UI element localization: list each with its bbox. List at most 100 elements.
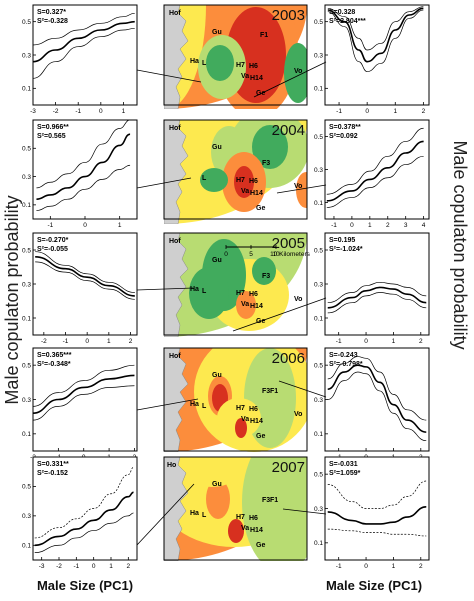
connector-line (253, 61, 327, 98)
maps-column: 2003HofGuF1H7H6VaH14GeVoHaL2004HofGuF3LH… (163, 4, 311, 561)
site-label: Gu (212, 372, 222, 379)
linear-selection-stat: S=0.328 (329, 9, 355, 16)
density-contour (235, 418, 247, 438)
site-label: Gu (212, 144, 222, 151)
x-tick-label: 0 (364, 338, 368, 345)
year-label: 2005 (272, 235, 305, 252)
x-tick-label: 0 (85, 338, 89, 345)
density-contour (217, 398, 261, 438)
map-frame (163, 347, 308, 452)
year-label: 2003 (272, 7, 305, 24)
site-label: Ge (256, 433, 265, 440)
linear-selection-stat: S=-0.031 (329, 461, 358, 468)
linear-selection-stat: S=0.966** (37, 124, 69, 131)
map-frame (163, 119, 308, 220)
linear-selection-stat: S=0.378** (329, 124, 361, 131)
density-contour (200, 168, 228, 192)
connector-line (136, 398, 199, 411)
site-label: H7 (236, 290, 245, 297)
y-tick-label: 0.5 (314, 471, 323, 478)
connector-line (282, 508, 327, 515)
y-tick-label: 0.3 (22, 174, 31, 181)
confidence-band-line (32, 385, 135, 421)
y-tick-label: 0.5 (22, 247, 31, 254)
y-tick-label: 0.5 (22, 484, 31, 491)
year-label: 2007 (272, 459, 305, 476)
confidence-band-line (35, 261, 135, 300)
chart-panel-2003-left: -3 -2 -1 0 1 0.1 0.3 0.5 S=0.327* S²=-0.328 (22, 4, 138, 115)
site-label: L (202, 60, 207, 67)
site-label: F3 (262, 497, 270, 504)
x-tick-label: -1 (73, 563, 79, 570)
chart-panel-2007-left: -3 -2 -1 0 1 2 0.1 0.3 0.5 S=0.331** S²=-0.152 (22, 456, 138, 570)
x-tick-label: 1 (368, 222, 372, 229)
fitted-curve (32, 20, 135, 63)
confidence-band-line (327, 356, 427, 421)
site-label: Va (241, 301, 249, 308)
y-tick-label: 0.1 (22, 202, 31, 209)
plot-frame (32, 347, 138, 452)
site-label: Hof (169, 238, 181, 245)
y-tick-label: 0.5 (314, 247, 323, 254)
quadratic-selection-stat: S²=0.092 (329, 133, 358, 140)
x-tick-label: 1 (118, 222, 122, 229)
x-tick-label: -3 (30, 108, 36, 115)
confidence-band-line (34, 466, 134, 539)
connector-line (278, 380, 327, 398)
x-tick-label: -1 (63, 338, 69, 345)
scale-unit-label: 10 Kilometers (270, 251, 310, 258)
y-tick-label: 0.1 (314, 200, 323, 207)
confidence-band-line (32, 364, 135, 407)
fitted-curve (326, 140, 424, 202)
linear-selection-stat: S=-0.270* (37, 237, 69, 244)
quadratic-selection-stat: S²=-0.328 (37, 18, 68, 25)
site-label: F3 (262, 160, 270, 167)
quadratic-selection-stat: S²=-0.055 (37, 246, 68, 253)
map-frame (163, 456, 308, 561)
fitted-curve (34, 491, 134, 547)
density-contour (206, 45, 234, 81)
y-tick-label: 0.5 (22, 19, 31, 26)
connector-line (136, 483, 195, 546)
site-label: L (202, 175, 207, 182)
left-y-axis-title: Male copulaton probability (2, 195, 22, 404)
site-label: Va (241, 525, 249, 532)
y-tick-label: 0.3 (314, 397, 323, 404)
left-x-axis-title: Male Size (PC1) (37, 578, 133, 593)
density-contour (182, 457, 242, 487)
x-tick-label: 1 (392, 563, 396, 570)
site-label: Hof (169, 353, 181, 360)
x-tick-label: -2 (56, 563, 62, 570)
y-tick-label: 0.1 (314, 540, 323, 547)
site-label: F1 (260, 32, 268, 39)
quadratic-selection-stat: S²=-1.024* (329, 246, 363, 253)
fitted-curve (327, 286, 427, 309)
connector-line (232, 297, 327, 332)
x-tick-label: 0 (364, 563, 368, 570)
map-panel-2005: 2005HofGuF3HaLH7H6VaH14GeVo051010 Kilome… (163, 232, 311, 337)
x-tick-label: -2 (53, 108, 59, 115)
confidence-band-line (326, 155, 424, 208)
y-tick-label: 0.3 (314, 506, 323, 513)
site-label: Gu (212, 481, 222, 488)
chart-panel-2004-left: -1 0 1 0.1 0.3 0.5 S=0.966** S²=0.565 (22, 119, 138, 229)
fitted-curve (327, 505, 427, 525)
scale-tick-label: 5 (249, 251, 253, 258)
confidence-band-line (34, 512, 134, 553)
scale-tick-label: 10 (272, 251, 280, 258)
fitted-curve (36, 133, 131, 200)
density-contour (228, 519, 244, 543)
site-label: Va (241, 416, 249, 423)
confidence-band-line (327, 528, 427, 537)
site-label: H6 (249, 515, 258, 522)
density-contour (234, 166, 254, 198)
linear-selection-stat: S=0.195 (329, 237, 355, 244)
x-tick-label: 3 (404, 222, 408, 229)
x-tick-label: 1 (122, 108, 126, 115)
y-tick-label: 0.5 (22, 362, 31, 369)
site-label: Ge (256, 205, 265, 212)
